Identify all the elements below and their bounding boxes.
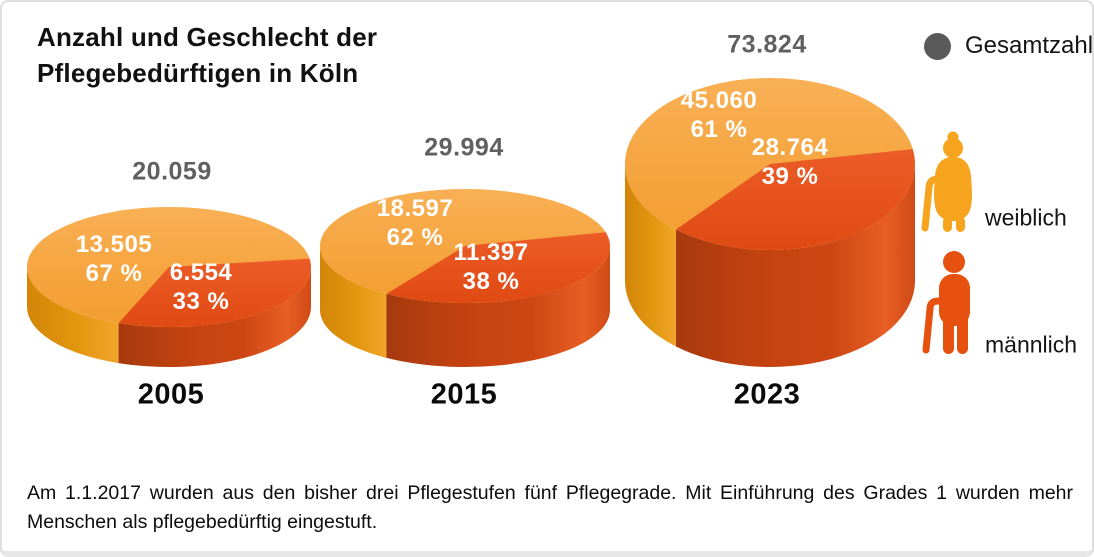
- pie-chart-2023: [625, 78, 915, 368]
- female-slice-label-2015: 18.597 62 %: [377, 194, 453, 252]
- female-value-2015: 18.597: [376, 195, 454, 222]
- legend-female-label: weiblich: [985, 204, 1067, 231]
- male-pct-2023: 39 %: [761, 163, 819, 190]
- male-slice-label-2015: 11.397 38 %: [453, 238, 528, 296]
- total-label-2023: 73.824: [727, 30, 807, 59]
- male-slice-label-2023: 28.764 39 %: [752, 133, 828, 191]
- female-pct-2023: 61 %: [690, 116, 748, 143]
- elderly-woman-icon: [921, 131, 972, 232]
- total-label-2015: 29.994: [424, 133, 504, 162]
- male-side-2023: [676, 164, 915, 368]
- legend-total-label: Gesamtzahl: [965, 32, 1094, 59]
- legend-total: Gesamtzahl: [924, 32, 1094, 60]
- female-pct-2005: 67 %: [85, 260, 143, 287]
- year-label-2023: 2023: [733, 378, 801, 411]
- male-pct-2005: 33 %: [172, 288, 230, 315]
- female-side-2015: [320, 246, 387, 358]
- female-slice-label-2005: 13.505 67 %: [76, 230, 152, 288]
- female-slice-label-2023: 45.060 61 %: [681, 86, 757, 144]
- male-slice-label-2005: 6.554 33 %: [170, 258, 233, 316]
- pie-chart-2015: [320, 189, 610, 367]
- male-side-2015: [386, 246, 610, 367]
- male-slice-2015: [386, 232, 610, 303]
- year-label-2005: 2005: [137, 378, 205, 411]
- female-pct-2015: 62 %: [386, 224, 444, 251]
- male-value-2005: 6.554: [169, 259, 233, 286]
- male-pct-2015: 38 %: [462, 268, 520, 295]
- male-value-2023: 28.764: [751, 134, 829, 161]
- legend-male-label: männlich: [985, 331, 1078, 358]
- footnote-text: Am 1.1.2017 wurden aus den bisher drei P…: [27, 482, 1073, 533]
- elderly-man-icon: [922, 251, 970, 354]
- male-side-2005: [118, 267, 311, 367]
- female-side-2023: [625, 164, 677, 347]
- female-value-2005: 13.505: [75, 231, 153, 258]
- male-value-2015: 11.397: [453, 239, 529, 266]
- page-title-line2: Pflegebedürftigen in Köln: [37, 58, 359, 88]
- total-dot-icon: [924, 32, 951, 60]
- pie-chart-2005: [27, 207, 311, 367]
- page-title-line1: Anzahl und Geschlecht der: [37, 22, 378, 52]
- female-value-2023: 45.060: [680, 87, 758, 114]
- male-slice-2023: [676, 149, 915, 250]
- year-label-2015: 2015: [430, 378, 498, 411]
- male-slice-2005: [118, 258, 311, 327]
- page-title: Anzahl und Geschlecht der Pflegebedürfti…: [37, 19, 377, 91]
- total-label-2005: 20.059: [132, 157, 212, 186]
- female-side-2005: [27, 267, 119, 364]
